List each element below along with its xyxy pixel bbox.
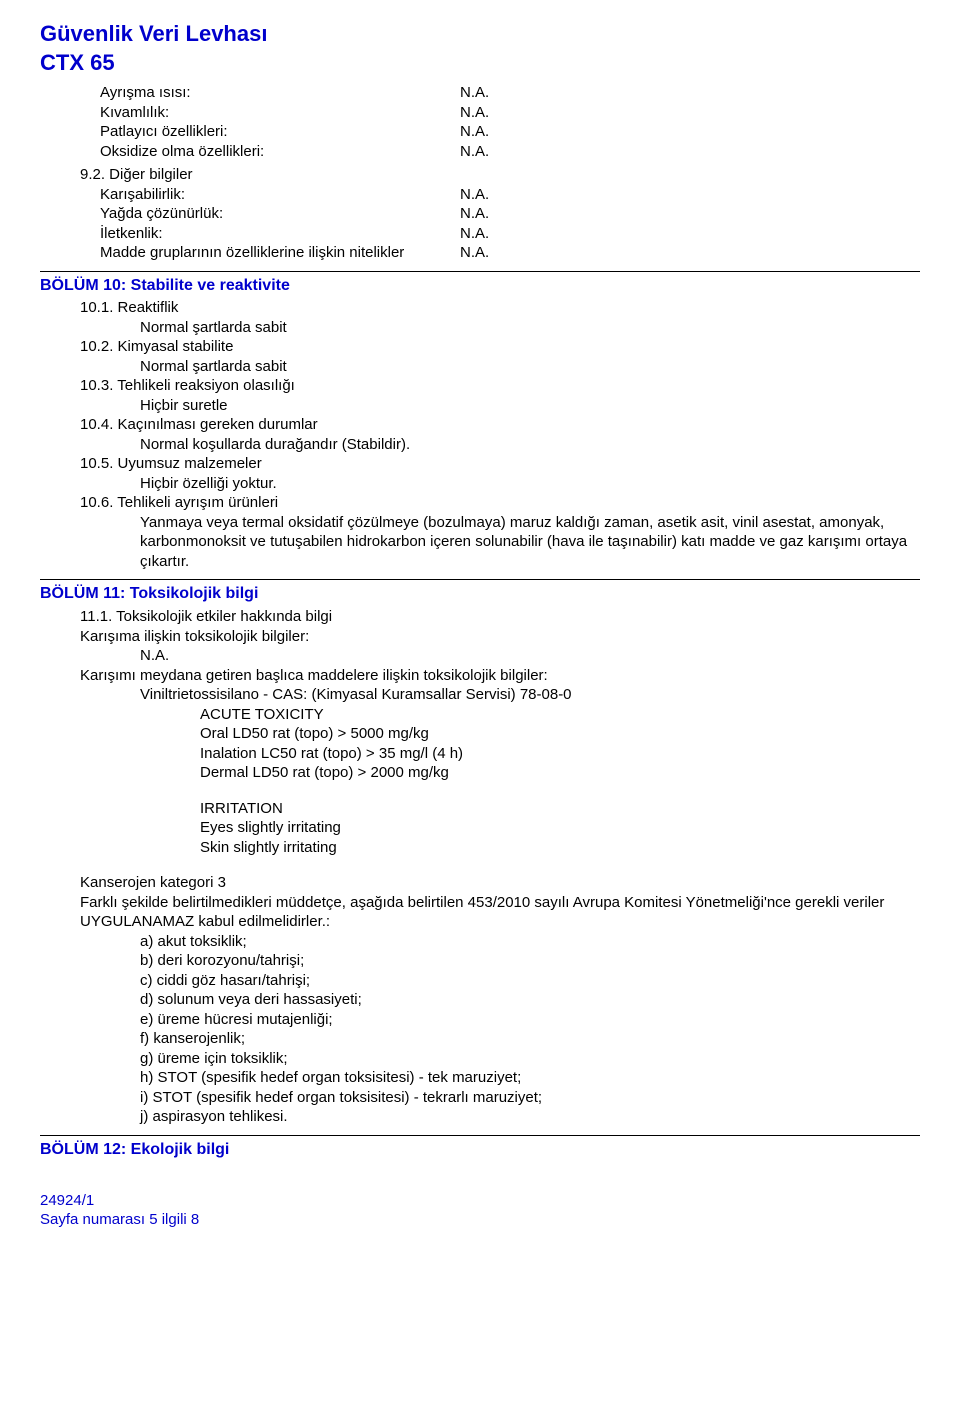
property-key: Madde gruplarının özelliklerine ilişkin … — [100, 243, 460, 263]
property-row: Kıvamlılık: N.A. — [100, 103, 920, 123]
section10-item-heading: 10.3. Tehlikeli reaksiyon olasılığı — [80, 376, 920, 396]
section11-line1: Karışıma ilişkin toksikolojik bilgiler: — [80, 627, 920, 647]
section-divider — [40, 271, 920, 272]
property-key: İletkenlik: — [100, 224, 460, 244]
acute-toxicity-title: ACUTE TOXICITY — [200, 705, 920, 725]
property-key: Yağda çözünürlük: — [100, 204, 460, 224]
property-value: N.A. — [460, 142, 489, 162]
acute-toxicity-row: Inalation LC50 rat (topo) > 35 mg/l (4 h… — [200, 744, 920, 764]
section-divider — [40, 579, 920, 580]
spacer — [80, 783, 920, 799]
property-value: N.A. — [460, 243, 489, 263]
property-key: Karışabilirlik: — [100, 185, 460, 205]
sub92-block: Karışabilirlik: N.A. Yağda çözünürlük: N… — [100, 185, 920, 263]
property-key: Patlayıcı özellikleri: — [100, 122, 460, 142]
property-value: N.A. — [460, 103, 489, 123]
hazard-list-item: e) üreme hücresi mutajenliği; — [140, 1010, 920, 1030]
acute-toxicity-row: Dermal LD50 rat (topo) > 2000 mg/kg — [200, 763, 920, 783]
section10-item-body: Normal koşullarda durağandır (Stabildir)… — [140, 435, 920, 455]
hazard-list-item: d) solunum veya deri hassasiyeti; — [140, 990, 920, 1010]
property-value: N.A. — [460, 83, 489, 103]
section10-item-body: Normal şartlarda sabit — [140, 357, 920, 377]
property-key: Kıvamlılık: — [100, 103, 460, 123]
regulation-text: Farklı şekilde belirtilmedikleri müddetç… — [80, 893, 920, 932]
section11-na: N.A. — [140, 646, 920, 666]
property-key: Oksidize olma özellikleri: — [100, 142, 460, 162]
doc-header: Güvenlik Veri Levhası CTX 65 — [40, 20, 920, 77]
hazard-list-item: j) aspirasyon tehlikesi. — [140, 1107, 920, 1127]
hazard-list: a) akut toksiklik; b) deri korozyonu/tah… — [140, 932, 920, 1127]
footer-page-number: Sayfa numarası 5 ilgili 8 — [40, 1210, 920, 1230]
section10-item-body: Yanmaya veya termal oksidatif çözülmeye … — [140, 513, 920, 572]
section10-title: BÖLÜM 10: Stabilite ve reaktivite — [40, 276, 920, 297]
hazard-list-item: h) STOT (spesifik hedef organ toksisites… — [140, 1068, 920, 1088]
hazard-list-item: i) STOT (spesifik hedef organ toksisites… — [140, 1088, 920, 1108]
spacer — [80, 857, 920, 873]
irritation-row: Eyes slightly irritating — [200, 818, 920, 838]
section11-sub1: 11.1. Toksikolojik etkiler hakkında bilg… — [80, 607, 920, 627]
section-divider — [40, 1135, 920, 1136]
section10-item-heading: 10.6. Tehlikeli ayrışım ürünleri — [80, 493, 920, 513]
section10-item-heading: 10.5. Uyumsuz malzemeler — [80, 454, 920, 474]
property-row: İletkenlik: N.A. — [100, 224, 920, 244]
property-value: N.A. — [460, 224, 489, 244]
properties-block: Ayrışma ısısı: N.A. Kıvamlılık: N.A. Pat… — [100, 83, 920, 161]
section10-item-body: Hiçbir suretle — [140, 396, 920, 416]
section11-body: 11.1. Toksikolojik etkiler hakkında bilg… — [80, 607, 920, 1127]
hazard-list-item: b) deri korozyonu/tahrişi; — [140, 951, 920, 971]
section10-body: 10.1. Reaktiflik Normal şartlarda sabit … — [40, 298, 920, 571]
property-row: Yağda çözünürlük: N.A. — [100, 204, 920, 224]
section10-item-body: Hiçbir özelliği yoktur. — [140, 474, 920, 494]
irritation-row: Skin slightly irritating — [200, 838, 920, 858]
property-key: Ayrışma ısısı: — [100, 83, 460, 103]
section10-item-heading: 10.1. Reaktiflik — [80, 298, 920, 318]
section10-item-heading: 10.4. Kaçınılması gereken durumlar — [80, 415, 920, 435]
property-row: Karışabilirlik: N.A. — [100, 185, 920, 205]
property-value: N.A. — [460, 122, 489, 142]
section11-title: BÖLÜM 11: Toksikolojik bilgi — [40, 584, 920, 605]
hazard-list-item: g) üreme için toksiklik; — [140, 1049, 920, 1069]
footer-revision: 24924/1 — [40, 1191, 920, 1211]
property-row: Ayrışma ısısı: N.A. — [100, 83, 920, 103]
section11-substance: Viniltrietossisilano - CAS: (Kimyasal Ku… — [140, 685, 920, 705]
property-row: Madde gruplarının özelliklerine ilişkin … — [100, 243, 920, 263]
property-row: Patlayıcı özellikleri: N.A. — [100, 122, 920, 142]
hazard-list-item: f) kanserojenlik; — [140, 1029, 920, 1049]
section11-line2: Karışımı meydana getiren başlıca maddele… — [80, 666, 920, 686]
property-value: N.A. — [460, 204, 489, 224]
irritation-title: IRRITATION — [200, 799, 920, 819]
section10-item-body: Normal şartlarda sabit — [140, 318, 920, 338]
section10-item-heading: 10.2. Kimyasal stabilite — [80, 337, 920, 357]
hazard-list-item: c) ciddi göz hasarı/tahrişi; — [140, 971, 920, 991]
acute-toxicity-row: Oral LD50 rat (topo) > 5000 mg/kg — [200, 724, 920, 744]
property-row: Oksidize olma özellikleri: N.A. — [100, 142, 920, 162]
property-value: N.A. — [460, 185, 489, 205]
sub92-label: 9.2. Diğer bilgiler — [80, 165, 920, 185]
page-footer: 24924/1 Sayfa numarası 5 ilgili 8 — [40, 1191, 920, 1230]
section12-title: BÖLÜM 12: Ekolojik bilgi — [40, 1140, 920, 1161]
hazard-list-item: a) akut toksiklik; — [140, 932, 920, 952]
kanserojen-line: Kanserojen kategori 3 — [80, 873, 920, 893]
doc-subtitle: CTX 65 — [40, 49, 920, 78]
doc-title: Güvenlik Veri Levhası — [40, 20, 920, 49]
